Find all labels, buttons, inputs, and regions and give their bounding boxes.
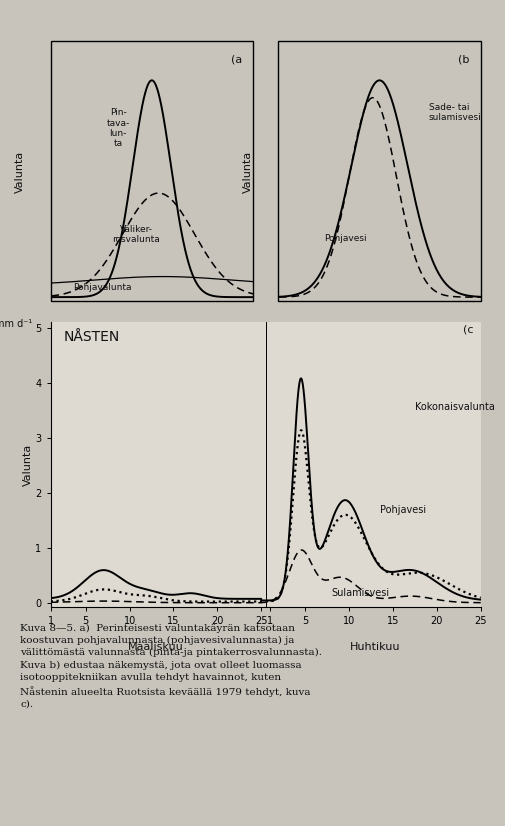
Text: (a: (a bbox=[230, 55, 241, 64]
Text: Pohjavesi: Pohjavesi bbox=[324, 234, 366, 243]
Text: mm d⁻¹: mm d⁻¹ bbox=[0, 320, 32, 330]
Y-axis label: Valunta: Valunta bbox=[23, 444, 32, 486]
Text: (c: (c bbox=[462, 325, 473, 335]
Text: (b: (b bbox=[457, 55, 469, 64]
Text: NÅSTEN: NÅSTEN bbox=[64, 330, 120, 344]
Text: Sade- tai
sulamisvesi: Sade- tai sulamisvesi bbox=[428, 103, 481, 122]
Text: Väliker-
rosvalunta: Väliker- rosvalunta bbox=[112, 225, 160, 244]
Text: Pohjavalunta: Pohjavalunta bbox=[73, 282, 131, 292]
Text: Sulamisvesi: Sulamisvesi bbox=[331, 588, 389, 598]
Text: Kokonaisvalunta: Kokonaisvalunta bbox=[414, 402, 494, 412]
Text: Valunta: Valunta bbox=[15, 150, 25, 192]
Bar bbox=[50, 41, 252, 301]
Text: Maaliskuu: Maaliskuu bbox=[128, 643, 183, 653]
Text: Valunta: Valunta bbox=[242, 150, 252, 192]
Text: Pin-
tava-
lun-
ta: Pin- tava- lun- ta bbox=[106, 108, 129, 148]
Bar bbox=[278, 41, 480, 301]
Text: Pohjavesi: Pohjavesi bbox=[379, 506, 425, 515]
Text: Aika: Aika bbox=[139, 325, 164, 335]
Text: Kuva 8—5. a)  Perinteisesti valuntakäyrän katsotaan
koostuvan pohjavalunnasta (p: Kuva 8—5. a) Perinteisesti valuntakäyrän… bbox=[20, 624, 322, 709]
Text: Huhtikuu: Huhtikuu bbox=[349, 643, 400, 653]
Text: Aika: Aika bbox=[367, 325, 391, 335]
